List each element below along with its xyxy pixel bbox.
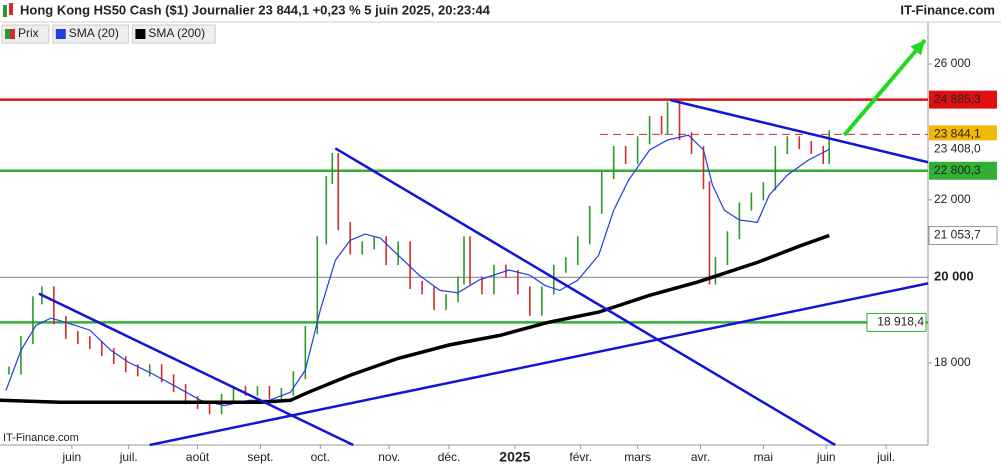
icon	[3, 5, 7, 17]
level-label-box	[929, 90, 997, 109]
icon	[9, 3, 13, 15]
last-label-box	[929, 125, 997, 144]
level-label-box	[929, 161, 997, 180]
x-tick-label: avr.	[691, 450, 710, 464]
last-label: 21 053,7	[934, 228, 981, 242]
y-tick-label: 18 000	[934, 355, 971, 369]
x-tick-label: nov.	[378, 450, 400, 464]
sma-line	[0, 233, 830, 404]
trendline	[334, 147, 836, 447]
last-label-box	[928, 226, 998, 246]
legend-swatch	[55, 29, 66, 39]
level-label: 22 800,3	[934, 163, 981, 177]
legend-label: Prix	[18, 26, 39, 40]
legend-swatch	[10, 29, 15, 39]
level-label-box	[866, 312, 927, 332]
header-title: Hong Kong HS50 Cash ($1) Journalier 23 8…	[20, 2, 491, 17]
trendline	[670, 98, 929, 164]
legend-swatch	[135, 29, 146, 39]
last-label: 23 408,0	[934, 142, 981, 156]
watermark: IT-Finance.com	[3, 432, 79, 444]
last-label: 23 844,1	[934, 127, 981, 141]
trendline	[38, 292, 354, 447]
level-label: 24 885,3	[934, 92, 981, 106]
legend-label: SMA (200)	[148, 26, 205, 40]
x-tick-label: déc.	[438, 450, 461, 464]
x-tick-label: août	[186, 450, 210, 464]
x-tick-label: févr.	[569, 450, 592, 464]
legend-swatch	[5, 29, 10, 39]
x-tick-label: mai	[754, 450, 773, 464]
y-tick-label: 22 000	[934, 192, 971, 206]
sma-line	[5, 134, 830, 407]
level-label: 18 918,4	[877, 315, 924, 329]
x-tick-label: oct.	[311, 450, 330, 464]
x-tick-label: juil.	[876, 450, 895, 464]
last-label-box	[929, 140, 997, 159]
x-tick-label: juin	[816, 450, 836, 464]
legend-box	[52, 24, 129, 44]
level-label: 20 000	[934, 269, 974, 284]
x-tick-label: juin	[62, 450, 82, 464]
header-brand: IT-Finance.com	[900, 2, 995, 17]
legend-label: SMA (20)	[69, 26, 119, 40]
x-tick-label: mars	[624, 450, 651, 464]
legend-box	[131, 24, 216, 44]
arrow	[842, 38, 927, 137]
trendline	[149, 282, 929, 447]
arrow-head	[910, 40, 926, 56]
x-tick-label: sept.	[247, 450, 273, 464]
y-tick-label: 26 000	[934, 56, 971, 70]
x-tick-label: juil.	[119, 450, 138, 464]
x-tick-label: 2025	[499, 449, 530, 465]
